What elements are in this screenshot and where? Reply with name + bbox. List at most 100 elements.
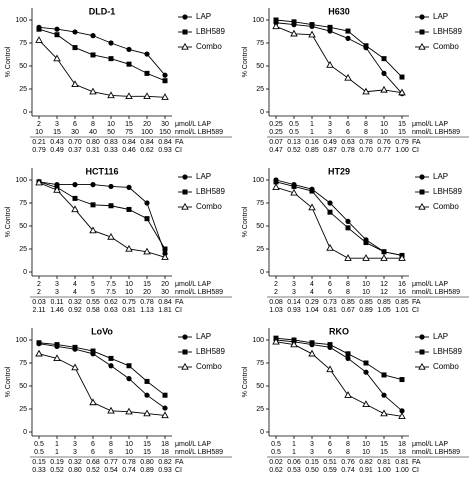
point bbox=[309, 340, 315, 346]
point bbox=[290, 29, 298, 37]
point bbox=[125, 92, 133, 100]
point bbox=[272, 337, 280, 345]
ci-value: 0.62 bbox=[269, 467, 283, 474]
fa-value: 0.83 bbox=[104, 139, 118, 146]
lbh-dose: 18 bbox=[398, 449, 406, 456]
y-tick-label: 100 bbox=[15, 17, 27, 24]
row-label: nmol/L LBH589 bbox=[412, 289, 460, 296]
row-label: μmol/L LAP bbox=[175, 281, 211, 288]
x-tick-label: 15 bbox=[143, 281, 151, 288]
lbh-dose: 15 bbox=[53, 129, 61, 136]
point bbox=[345, 218, 351, 224]
legend-marker bbox=[419, 174, 425, 180]
lbh-dose: 30 bbox=[71, 129, 79, 136]
row-label: nmol/L LBH589 bbox=[175, 449, 223, 456]
lbh-dose: 12 bbox=[380, 289, 388, 296]
point bbox=[90, 202, 96, 208]
fa-value: 0.78 bbox=[140, 299, 154, 306]
ci-value: 0.46 bbox=[122, 147, 136, 154]
ci-value: 1.81 bbox=[158, 307, 172, 314]
point bbox=[273, 179, 279, 185]
fa-value: 0.32 bbox=[68, 459, 82, 466]
panel-title: LoVo bbox=[91, 326, 113, 336]
fa-value: 0.78 bbox=[122, 459, 136, 466]
x-tick-label: 6 bbox=[91, 441, 95, 448]
point bbox=[327, 200, 333, 206]
point bbox=[381, 56, 387, 62]
point bbox=[72, 344, 78, 350]
ci-value: 0.50 bbox=[305, 467, 319, 474]
lbh-dose: 4 bbox=[73, 289, 77, 296]
fa-value: 0.81 bbox=[377, 459, 391, 466]
lbh-dose: 10 bbox=[380, 129, 388, 136]
fa-value: 0.51 bbox=[323, 459, 337, 466]
point bbox=[161, 93, 169, 100]
point bbox=[72, 45, 78, 51]
series-line bbox=[38, 343, 166, 409]
point bbox=[71, 363, 79, 371]
ci-value: 0.93 bbox=[158, 467, 172, 474]
x-tick-label: 4 bbox=[73, 281, 77, 288]
x-tick-label: 6 bbox=[73, 121, 77, 128]
legend-label: Combo bbox=[196, 202, 222, 211]
fa-value: 0.81 bbox=[395, 459, 409, 466]
y-tick-label: 25 bbox=[19, 86, 27, 93]
lbh-dose: 10 bbox=[35, 129, 43, 136]
ci-value: 0.81 bbox=[122, 307, 136, 314]
ci-value: 0.52 bbox=[86, 467, 100, 474]
point bbox=[108, 56, 114, 62]
y-tick-label: 50 bbox=[19, 63, 27, 70]
x-tick-label: 3 bbox=[55, 281, 59, 288]
point bbox=[53, 354, 61, 362]
point bbox=[72, 182, 78, 188]
point bbox=[398, 88, 406, 96]
legend-marker bbox=[182, 334, 188, 340]
row-label: FA bbox=[412, 299, 421, 306]
row-label: FA bbox=[175, 139, 184, 146]
x-tick-label: 8 bbox=[346, 441, 350, 448]
y-tick-label: 0 bbox=[23, 269, 27, 276]
x-tick-label: 0.5 bbox=[289, 121, 299, 128]
y-tick-label: 75 bbox=[256, 360, 264, 367]
series-line bbox=[38, 26, 166, 76]
lbh-dose: 8 bbox=[364, 129, 368, 136]
legend-label: LAP bbox=[196, 12, 211, 21]
panel-title: HCT116 bbox=[85, 166, 118, 176]
lbh-dose: 3 bbox=[328, 129, 332, 136]
ci-value: 0.93 bbox=[158, 147, 172, 154]
fa-value: 0.84 bbox=[158, 139, 172, 146]
point bbox=[290, 188, 298, 196]
y-tick-label: 25 bbox=[19, 406, 27, 413]
series-line bbox=[38, 353, 166, 416]
ci-value: 0.67 bbox=[341, 307, 355, 314]
fa-value: 0.80 bbox=[140, 459, 154, 466]
x-tick-label: 10 bbox=[362, 281, 370, 288]
lbh-dose: 2 bbox=[37, 289, 41, 296]
ci-value: 0.91 bbox=[359, 467, 373, 474]
lbh-dose: 18 bbox=[161, 449, 169, 456]
fa-value: 0.78 bbox=[359, 139, 373, 146]
point bbox=[89, 398, 97, 406]
fa-value: 0.63 bbox=[341, 139, 355, 146]
point bbox=[144, 392, 150, 398]
point bbox=[398, 412, 406, 420]
ci-value: 1.13 bbox=[140, 307, 154, 314]
point bbox=[326, 60, 334, 68]
point bbox=[126, 184, 132, 190]
row-label: μmol/L LAP bbox=[175, 441, 211, 448]
x-tick-label: 10 bbox=[380, 121, 388, 128]
lbh-dose: 0.5 bbox=[34, 449, 44, 456]
point bbox=[381, 70, 387, 76]
legend-label: LAP bbox=[196, 332, 211, 341]
fa-value: 0.21 bbox=[32, 139, 46, 146]
point bbox=[309, 22, 315, 28]
row-label: nmol/L LBH589 bbox=[412, 449, 460, 456]
fa-value: 0.79 bbox=[395, 139, 409, 146]
lbh-dose: 10 bbox=[125, 289, 133, 296]
point bbox=[90, 33, 96, 39]
y-axis-label: % Control bbox=[242, 366, 249, 397]
legend-label: Combo bbox=[433, 202, 459, 211]
series-line bbox=[275, 186, 402, 259]
y-tick-label: 25 bbox=[256, 406, 264, 413]
legend-label: Combo bbox=[196, 42, 222, 51]
